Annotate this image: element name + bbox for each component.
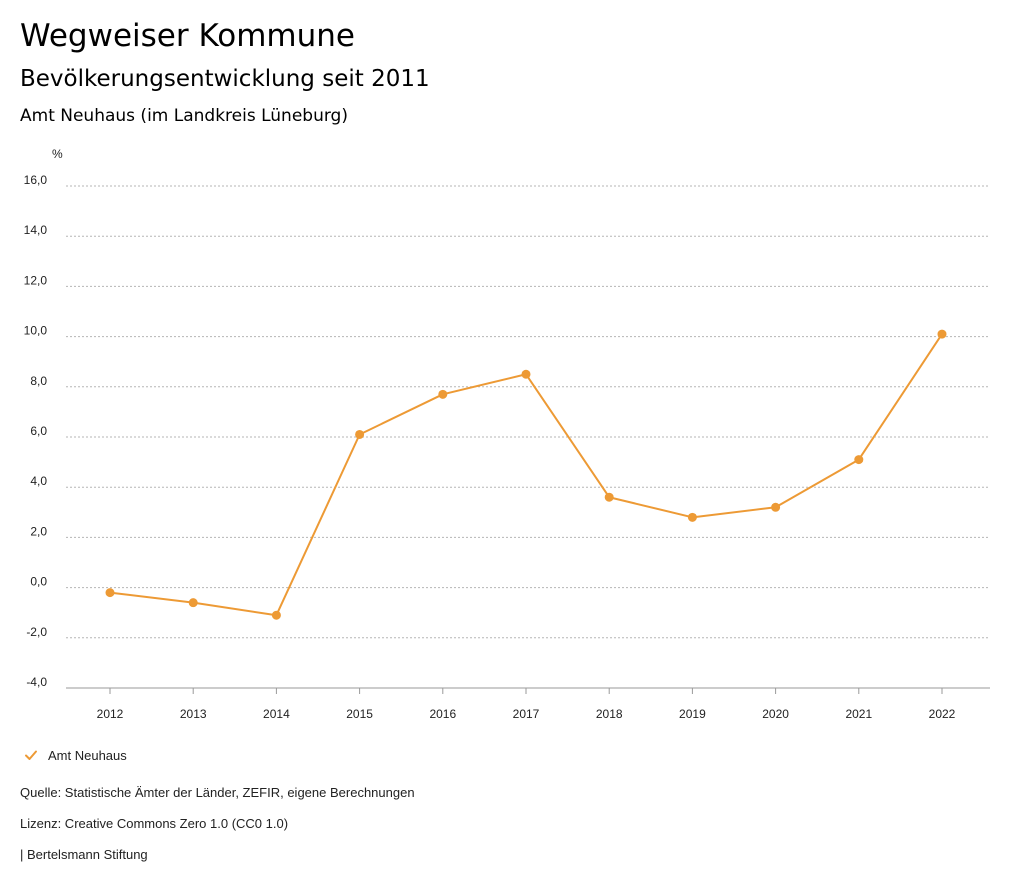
y-axis-unit: %	[52, 147, 63, 161]
page-title: Wegweiser Kommune	[20, 18, 355, 54]
x-tick-label: 2020	[762, 707, 789, 721]
x-tick-label: 2016	[429, 707, 456, 721]
x-tick-label: 2022	[929, 707, 956, 721]
data-point	[854, 455, 864, 465]
data-point	[105, 588, 115, 598]
y-tick-label: 16,0	[24, 173, 48, 187]
data-point	[271, 610, 281, 620]
source-note: Quelle: Statistische Ämter der Länder, Z…	[20, 785, 415, 800]
line-chart: % -4,0 -2,0 0,0 2,0 4,0 6,0 8,0 10,0 12,0 14,0 16,0…	[24, 147, 990, 721]
publisher-note: | Bertelsmann Stiftung	[20, 847, 148, 862]
x-tick-label: 2019	[679, 707, 706, 721]
license-note: Lizenz: Creative Commons Zero 1.0 (CC0 1…	[20, 816, 289, 831]
chart-legend[interactable]: Amt Neuhaus	[24, 744, 127, 766]
data-point	[937, 329, 947, 339]
x-tick-label: 2017	[513, 707, 540, 721]
data-point	[521, 369, 531, 379]
x-tick-label: 2014	[263, 707, 290, 721]
y-tick-label: 0,0	[30, 575, 47, 589]
data-point	[771, 502, 781, 512]
data-point	[438, 389, 448, 399]
region-label: Amt Neuhaus (im Landkreis Lüneburg)	[20, 106, 348, 126]
x-tick-label: 2018	[596, 707, 623, 721]
data-point	[188, 598, 198, 608]
y-tick-label: 14,0	[24, 223, 48, 237]
y-tick-label: 12,0	[24, 273, 48, 287]
chart-subtitle: Bevölkerungsentwicklung seit 2011	[20, 66, 430, 92]
y-tick-label: -2,0	[26, 625, 47, 639]
x-tick-label: 2021	[845, 707, 872, 721]
y-tick-label: 2,0	[30, 524, 47, 538]
legend-label: Amt Neuhaus	[48, 747, 127, 763]
x-tick-label: 2013	[180, 707, 207, 721]
y-tick-label: 8,0	[30, 374, 47, 388]
y-tick-label: -4,0	[26, 675, 47, 689]
x-tick-label: 2015	[346, 707, 373, 721]
x-tick-label: 2012	[97, 707, 124, 721]
y-tick-label: 4,0	[30, 474, 47, 488]
y-tick-label: 10,0	[24, 324, 48, 338]
data-point	[604, 492, 614, 502]
check-icon	[25, 750, 37, 760]
data-point	[687, 512, 697, 522]
data-point	[355, 429, 365, 439]
y-tick-label: 6,0	[30, 424, 47, 438]
